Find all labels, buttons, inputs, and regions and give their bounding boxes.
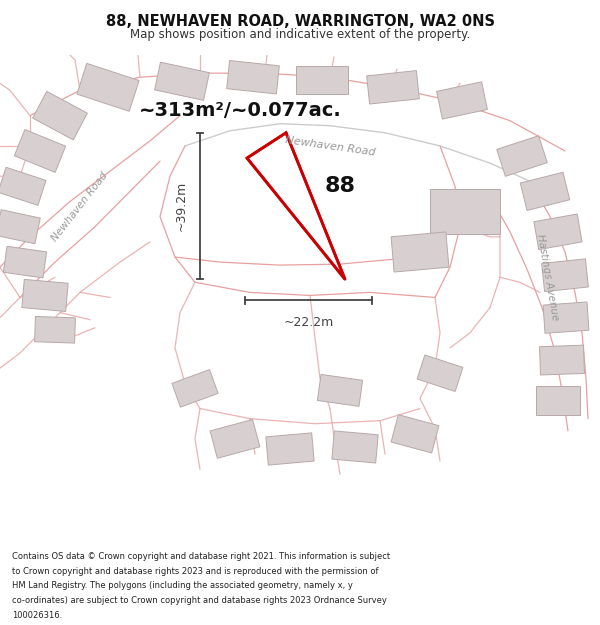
- Polygon shape: [417, 355, 463, 391]
- Text: to Crown copyright and database rights 2023 and is reproduced with the permissio: to Crown copyright and database rights 2…: [12, 567, 379, 576]
- Polygon shape: [227, 61, 280, 94]
- Text: Map shows position and indicative extent of the property.: Map shows position and indicative extent…: [130, 28, 470, 41]
- Polygon shape: [539, 345, 584, 375]
- Polygon shape: [317, 374, 362, 406]
- Polygon shape: [0, 210, 40, 244]
- Polygon shape: [35, 316, 76, 343]
- Polygon shape: [332, 431, 378, 463]
- Polygon shape: [172, 369, 218, 407]
- Text: co-ordinates) are subject to Crown copyright and database rights 2023 Ordnance S: co-ordinates) are subject to Crown copyr…: [12, 596, 387, 605]
- Text: 88, NEWHAVEN ROAD, WARRINGTON, WA2 0NS: 88, NEWHAVEN ROAD, WARRINGTON, WA2 0NS: [106, 14, 494, 29]
- Polygon shape: [391, 232, 449, 272]
- Polygon shape: [430, 189, 500, 234]
- Text: 100026316.: 100026316.: [12, 611, 62, 620]
- Polygon shape: [520, 173, 570, 211]
- Text: Contains OS data © Crown copyright and database right 2021. This information is : Contains OS data © Crown copyright and d…: [12, 552, 390, 561]
- Polygon shape: [391, 414, 439, 453]
- Polygon shape: [534, 214, 582, 249]
- Text: 88: 88: [325, 176, 355, 196]
- Polygon shape: [210, 419, 260, 458]
- Polygon shape: [437, 82, 487, 119]
- Polygon shape: [32, 91, 88, 140]
- Polygon shape: [497, 136, 547, 176]
- Polygon shape: [4, 246, 47, 278]
- Polygon shape: [22, 279, 68, 311]
- Polygon shape: [0, 168, 46, 206]
- Text: Hastings Avenue: Hastings Avenue: [535, 233, 560, 321]
- Text: Newhaven Road: Newhaven Road: [284, 134, 376, 157]
- Text: HM Land Registry. The polygons (including the associated geometry, namely x, y: HM Land Registry. The polygons (includin…: [12, 581, 353, 591]
- Text: Newhaven Road: Newhaven Road: [50, 170, 110, 243]
- Polygon shape: [543, 302, 589, 333]
- Polygon shape: [155, 62, 209, 101]
- Polygon shape: [266, 433, 314, 465]
- Polygon shape: [77, 63, 139, 111]
- Polygon shape: [14, 129, 65, 173]
- Polygon shape: [536, 386, 580, 414]
- Polygon shape: [367, 71, 419, 104]
- Text: ~39.2m: ~39.2m: [175, 181, 188, 231]
- Polygon shape: [247, 132, 345, 279]
- Polygon shape: [296, 66, 348, 94]
- Text: ~313m²/~0.077ac.: ~313m²/~0.077ac.: [139, 101, 341, 120]
- Text: ~22.2m: ~22.2m: [283, 316, 334, 329]
- Polygon shape: [542, 259, 589, 292]
